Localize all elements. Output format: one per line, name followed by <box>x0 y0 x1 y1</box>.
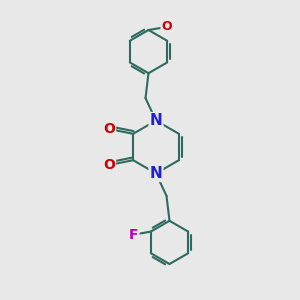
Text: N: N <box>150 113 162 128</box>
Text: N: N <box>150 166 162 181</box>
Text: O: O <box>103 122 115 136</box>
Text: O: O <box>103 158 115 172</box>
Text: O: O <box>161 20 172 34</box>
Text: F: F <box>129 228 138 242</box>
